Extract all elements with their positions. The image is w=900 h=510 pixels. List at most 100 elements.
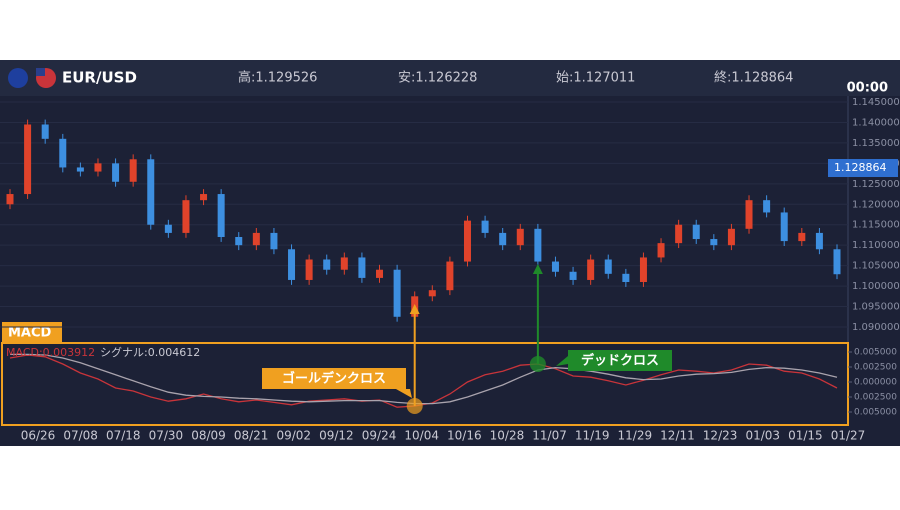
candle-body: [798, 232, 806, 242]
candle-body: [147, 159, 155, 225]
golden-label-box: [262, 368, 406, 389]
candle-body: [815, 232, 823, 250]
y-tick-label: 0.002500: [854, 393, 897, 403]
macd-panel-border: [1, 342, 849, 426]
candle-body: [376, 269, 384, 278]
open-price: 始:1.127011: [556, 71, 635, 86]
eu-flag: [8, 68, 28, 88]
dead-cross-point: [529, 356, 546, 372]
candle-body: [516, 228, 524, 246]
candle-body: [499, 232, 507, 246]
y-tick-label: 1.140000: [852, 117, 900, 128]
candle-body: [534, 228, 542, 262]
candle-body: [76, 167, 84, 172]
candle-body: [270, 232, 278, 250]
candle-body: [428, 290, 436, 297]
candle-body: [252, 232, 260, 246]
y-tick-label: 1.110000: [852, 240, 900, 251]
candle-body: [41, 124, 49, 139]
x-tick-label: 01/03: [745, 429, 780, 443]
candle-body: [569, 271, 577, 280]
candle-body: [763, 200, 771, 213]
dead-arrowhead: [532, 264, 543, 274]
candle-body: [639, 257, 647, 282]
y-tick-label: 1.125000: [852, 179, 900, 190]
candle-body: [112, 163, 120, 182]
candle-body: [340, 257, 348, 270]
candle-body: [6, 194, 14, 205]
y-tick-label: 0.005000: [854, 408, 897, 418]
candle-body: [59, 138, 67, 168]
close-price: 終:1.128864: [714, 70, 793, 86]
candle-body: [358, 257, 366, 278]
annotation: ゴールデンクロス: [282, 371, 386, 387]
candle-body: [323, 259, 331, 270]
app-background: [0, 60, 900, 446]
symbol: EUR/USD: [62, 69, 137, 87]
legend-entry: MACD:0.003912: [6, 346, 95, 359]
y-tick-label: 1.135000: [852, 138, 900, 149]
candle-body: [692, 224, 700, 240]
x-tick-label: 11/19: [575, 429, 610, 443]
x-tick-label: 12/11: [660, 429, 695, 443]
y-tick-label: 1.120000: [852, 199, 900, 210]
candle-body: [217, 194, 225, 237]
y-tick-label: 0.000000: [854, 378, 897, 388]
y-tick-label: 1.095000: [852, 302, 900, 313]
candle-body: [24, 124, 32, 195]
y-tick-label: 0.005000: [854, 348, 897, 358]
x-tick-label: 06/26: [21, 429, 56, 443]
candle-body: [727, 228, 735, 246]
candle-body: [94, 163, 102, 172]
x-tick-label: 08/09: [191, 429, 226, 443]
dead-label-box: [568, 350, 672, 371]
y-tick-label: 1.145000: [852, 97, 900, 108]
candle-body: [833, 249, 841, 275]
last-price-label: 1.128864: [834, 161, 887, 174]
high-price: 高:1.129526: [238, 70, 317, 86]
candle-body: [481, 220, 489, 233]
x-tick-label: 10/04: [404, 429, 439, 443]
candle-body: [745, 200, 753, 229]
golden-arrowhead: [409, 304, 420, 314]
candle-body: [235, 237, 243, 246]
candle-body: [604, 259, 612, 274]
candle-body: [675, 224, 683, 244]
x-tick-label: 08/21: [234, 429, 269, 443]
last-price-box: [828, 159, 898, 178]
dead-label-pointer: [556, 356, 568, 366]
x-tick-label: 01/15: [788, 429, 823, 443]
golden-cross-point: [406, 398, 423, 414]
candle-body: [463, 220, 471, 262]
candle-body: [551, 261, 559, 272]
candle-body: [164, 224, 172, 233]
x-tick-label: 07/30: [149, 429, 184, 443]
candle-body: [780, 212, 788, 242]
x-tick-label: 11/29: [618, 429, 653, 443]
x-tick-label: 09/02: [276, 429, 311, 443]
candle-body: [200, 194, 208, 201]
legend-entry: シグナル:0.004612: [100, 345, 200, 359]
candle-body: [129, 159, 137, 182]
y-tick-label: 0.002500: [854, 363, 897, 373]
candle-body: [182, 200, 190, 233]
annotation: デッドクロス: [581, 353, 659, 369]
y-tick-label: 1.090000: [852, 322, 900, 333]
header-bar: [0, 60, 900, 96]
y-tick-label: 1.105000: [852, 261, 900, 272]
x-tick-label: 12/23: [703, 429, 738, 443]
y-tick-label: 1.100000: [852, 281, 900, 292]
x-tick-label: 10/16: [447, 429, 482, 443]
x-tick-label: 07/18: [106, 429, 141, 443]
time: 00:00: [847, 81, 888, 96]
us-flag-canton: [36, 68, 45, 76]
x-tick-label: 01/27: [831, 429, 866, 443]
candle-body: [305, 259, 313, 280]
candle-body: [587, 259, 595, 280]
x-tick-label: 07/08: [63, 429, 98, 443]
candle-body: [622, 273, 630, 282]
candle-body: [393, 269, 401, 317]
x-tick-label: 09/12: [319, 429, 354, 443]
